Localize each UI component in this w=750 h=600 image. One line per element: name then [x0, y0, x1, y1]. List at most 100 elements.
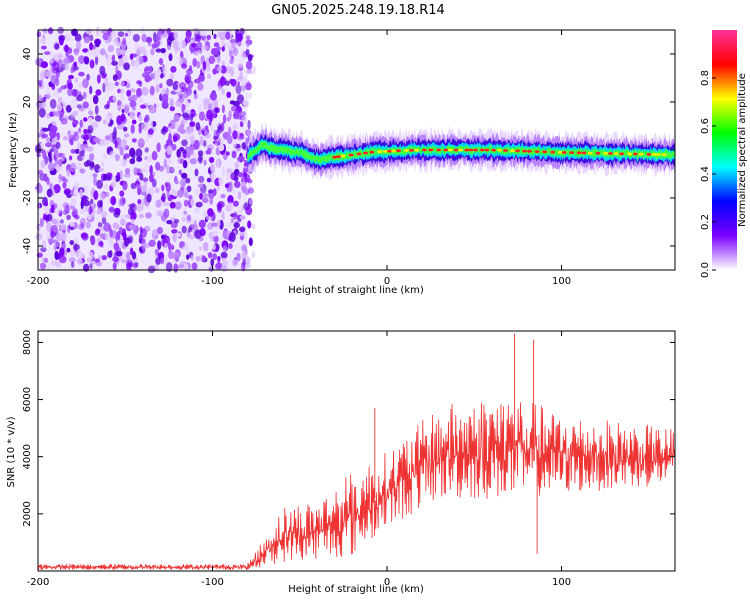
noise-blob — [104, 52, 109, 59]
noise-blob — [51, 84, 56, 91]
noise-blob — [173, 219, 180, 224]
noise-blob — [59, 256, 67, 264]
noise-blob — [48, 151, 52, 159]
noise-blob — [237, 156, 245, 161]
noise-blob — [193, 27, 200, 35]
noise-blob — [138, 213, 144, 219]
noise-blob — [122, 55, 129, 62]
noise-blob — [91, 204, 97, 210]
noise-blob — [97, 222, 103, 228]
noise-blob — [193, 207, 201, 214]
noise-blob — [219, 136, 225, 146]
noise-blob — [163, 158, 168, 168]
noise-blob — [231, 150, 237, 159]
noise-blob — [179, 82, 186, 90]
noise-blob — [171, 229, 178, 234]
noise-blob — [216, 46, 222, 51]
noise-blob — [76, 94, 84, 102]
x-tick-label: 100 — [552, 276, 571, 287]
noise-blob — [75, 162, 83, 171]
noise-blob — [131, 251, 137, 260]
noise-blob — [112, 74, 118, 82]
noise-blob — [172, 135, 178, 143]
noise-blob — [131, 119, 137, 125]
noise-blob — [156, 142, 161, 153]
noise-blob — [64, 189, 68, 196]
ridge-peak — [561, 151, 567, 154]
noise-blob — [229, 100, 236, 105]
noise-blob — [60, 118, 68, 125]
noise-blob — [210, 258, 214, 267]
noise-blob — [206, 215, 210, 221]
noise-blob — [70, 149, 76, 154]
noise-blob — [118, 226, 123, 235]
noise-blob — [92, 44, 96, 50]
ridge-peak — [453, 148, 459, 152]
noise-blob — [222, 114, 227, 124]
noise-blob — [94, 258, 100, 263]
noise-blob — [237, 205, 243, 214]
noise-blob — [103, 222, 111, 232]
noise-blob — [45, 69, 53, 78]
ridge-peak — [655, 153, 661, 156]
noise-blob — [217, 66, 223, 72]
noise-blob — [69, 240, 75, 246]
y-tick-label: 0 — [22, 147, 33, 153]
noise-blob — [105, 115, 111, 125]
noise-blob — [191, 42, 197, 48]
noise-blob — [141, 86, 149, 96]
noise-blob — [189, 146, 194, 155]
noise-blob — [201, 255, 206, 262]
noise-blob — [91, 121, 99, 129]
y-tick-label: 4000 — [22, 444, 33, 469]
y-tick-label: -40 — [22, 238, 33, 254]
noise-blob — [41, 133, 48, 138]
noise-blob — [68, 134, 74, 145]
noise-blob — [42, 97, 47, 103]
noise-blob — [186, 233, 191, 238]
noise-blob — [192, 58, 197, 67]
noise-blob — [66, 214, 71, 221]
noise-blob — [221, 104, 225, 114]
ridge-peak — [383, 149, 388, 153]
snr-y-label: SNR (10 * v/v) — [6, 416, 17, 487]
noise-blob — [115, 250, 123, 257]
noise-blob — [46, 177, 50, 185]
noise-blob — [67, 47, 73, 54]
noise-blob — [104, 77, 109, 87]
noise-blob — [207, 73, 211, 79]
noise-blob — [181, 149, 187, 154]
noise-blob — [241, 250, 247, 261]
noise-blob — [49, 111, 55, 117]
noise-blob — [198, 175, 205, 183]
noise-blob — [65, 52, 69, 57]
noise-blob — [220, 40, 225, 46]
noise-blob — [203, 159, 207, 166]
noise-blob — [49, 59, 54, 64]
noise-blob — [170, 66, 177, 73]
noise-blob — [157, 240, 162, 250]
noise-blob — [101, 216, 107, 225]
noise-blob — [221, 46, 225, 52]
noise-blob — [221, 88, 225, 95]
noise-blob — [124, 238, 129, 247]
spectrogram-x-ticks: -200 -100 0 100 — [27, 30, 571, 287]
noise-blob — [116, 115, 123, 125]
noise-blob — [206, 109, 213, 120]
noise-blob — [212, 253, 218, 261]
noise-blob — [68, 74, 74, 80]
noise-blob — [129, 211, 137, 221]
noise-blob — [172, 40, 179, 49]
noise-blob — [121, 138, 127, 149]
ridge-cyan — [247, 138, 675, 168]
noise-blob — [114, 140, 119, 149]
noise-blob — [236, 32, 243, 42]
noise-blob — [115, 65, 119, 74]
noise-blob — [41, 45, 47, 50]
noise-blob — [185, 76, 190, 84]
noise-blob — [245, 48, 250, 58]
noise-blob — [112, 175, 116, 182]
noise-blob — [101, 29, 109, 34]
noise-blob — [70, 66, 74, 74]
noise-blob — [77, 141, 81, 151]
